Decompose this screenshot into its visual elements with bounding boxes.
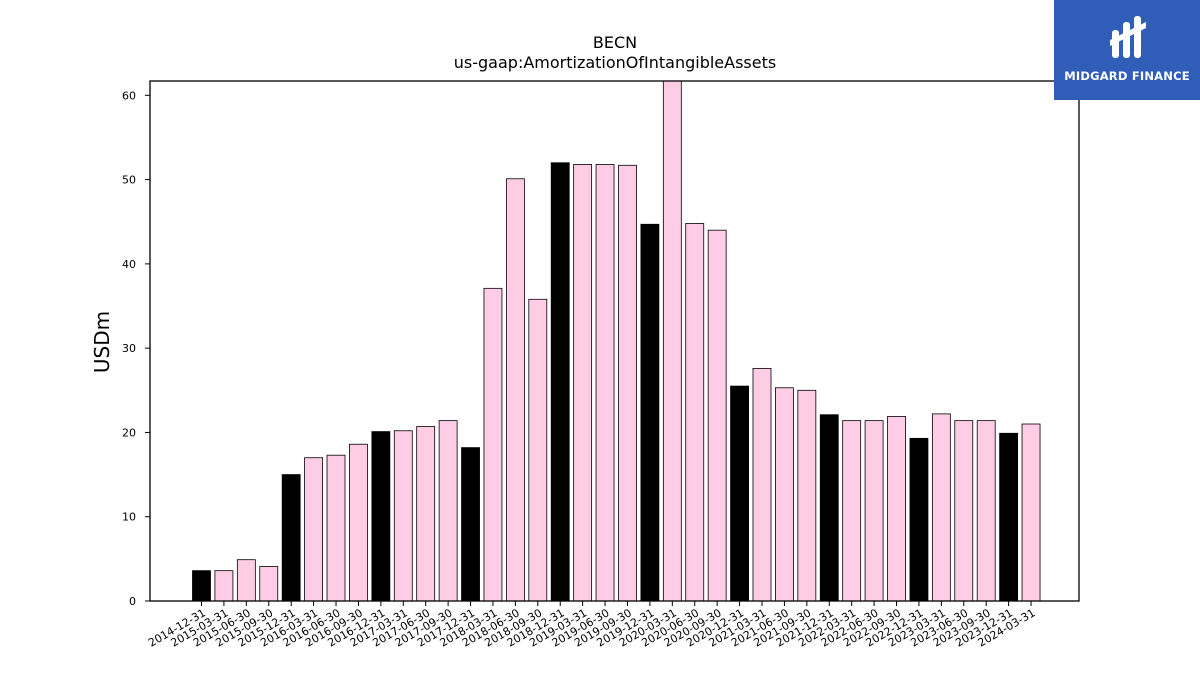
logo-text: MIDGARD FINANCE: [1064, 69, 1190, 83]
bar-2019-03-31: [573, 164, 593, 602]
bar-2021-03-31: [752, 367, 772, 602]
bar-2016-06-30: [326, 454, 346, 602]
bar-2022-03-31: [842, 420, 862, 602]
bar-2020-09-30: [707, 229, 727, 602]
bar-2014-12-31: [192, 570, 211, 602]
bar-2023-09-30: [976, 420, 996, 602]
bar-2020-12-31: [730, 385, 749, 602]
x-axis-ticks: 2014-12-312015-03-312015-06-302015-09-30…: [146, 601, 1038, 650]
bar-2017-03-31: [393, 430, 413, 602]
bar-2022-06-30: [864, 420, 884, 602]
bar-2018-03-31: [483, 287, 503, 602]
bar-2021-12-31: [819, 414, 839, 602]
bar-2018-09-30: [528, 298, 548, 602]
bar-2017-12-31: [461, 447, 480, 602]
bar-2023-06-30: [954, 420, 974, 602]
bar-2021-09-30: [797, 389, 817, 602]
bar-2019-09-30: [618, 164, 637, 602]
bar-2016-03-31: [304, 457, 324, 602]
bar-2022-12-31: [909, 437, 929, 602]
y-tick-label: 60: [122, 89, 136, 102]
bar-2020-06-30: [685, 223, 705, 602]
plot-frame: [149, 80, 1080, 602]
y-tick-label: 0: [129, 595, 136, 608]
bar-2019-06-30: [595, 164, 615, 602]
y-axis-label: USDm: [90, 311, 114, 373]
bar-2021-06-30: [775, 387, 794, 602]
chart-subtitle: us-gaap:AmortizationOfIntangibleAssets: [454, 53, 776, 72]
bar-2019-12-31: [640, 223, 660, 602]
bar-2015-12-31: [281, 474, 301, 602]
y-tick-label: 40: [122, 258, 136, 271]
bar-2018-12-31: [550, 162, 570, 602]
bar-2022-09-30: [887, 416, 906, 602]
bar-2015-06-30: [236, 559, 256, 602]
midgard-logo-icon: [1110, 16, 1146, 58]
y-tick-label: 20: [122, 426, 136, 439]
bar-2023-03-31: [931, 413, 951, 602]
y-tick-label: 50: [122, 174, 136, 187]
y-axis-ticks: 0 10 20 30 40 50 60: [122, 89, 150, 608]
y-tick-label: 10: [122, 511, 136, 524]
bar-2018-06-30: [505, 178, 525, 602]
y-tick-label: 30: [122, 342, 136, 355]
bars-group: [192, 80, 1041, 602]
bar-2016-12-31: [371, 431, 391, 602]
bar-2015-03-31: [214, 570, 234, 602]
bar-2015-09-30: [259, 566, 279, 602]
bar-2020-03-31: [662, 80, 682, 602]
chart-title: BECN: [593, 33, 637, 52]
bar-2017-06-30: [416, 426, 436, 602]
bar-2023-12-31: [999, 432, 1019, 602]
bar-2016-09-30: [349, 443, 368, 602]
brand-logo: MIDGARD FINANCE: [1054, 0, 1200, 100]
bar-2017-09-30: [438, 420, 458, 602]
bar-2024-03-31: [1021, 423, 1041, 602]
